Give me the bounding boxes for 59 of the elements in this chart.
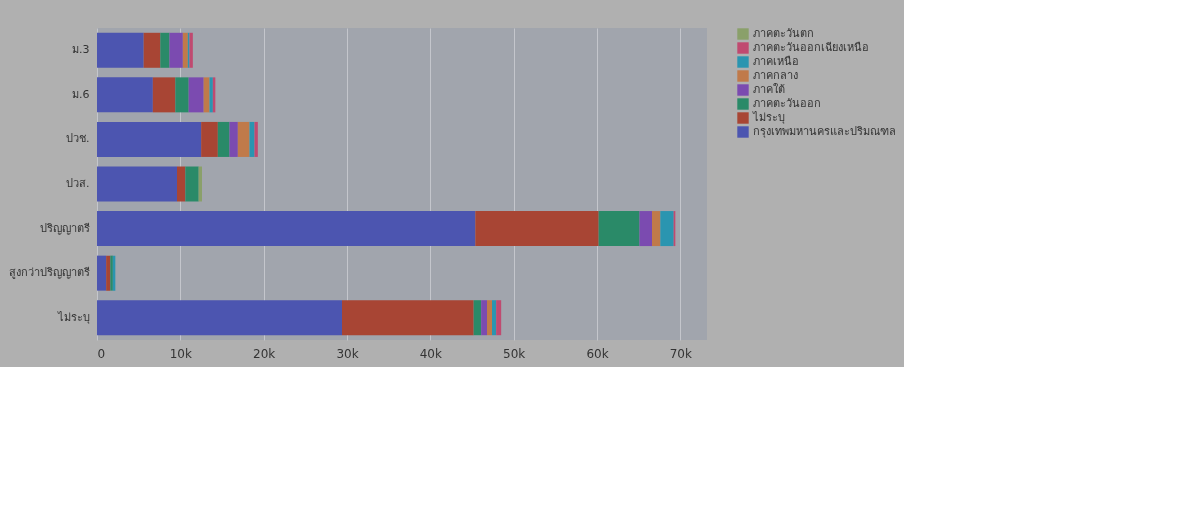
bar: [492, 300, 497, 336]
bar: [481, 300, 487, 336]
x-tick-label: 70k: [669, 346, 692, 361]
bar: [182, 32, 188, 68]
x-tick-label: 60k: [586, 346, 609, 361]
bar: [639, 211, 652, 247]
bar: [254, 121, 258, 157]
bar: [598, 211, 640, 247]
bar: [97, 255, 107, 291]
bar: [160, 32, 170, 68]
bar: [203, 77, 210, 113]
y-tick-label: ปวช.: [66, 132, 90, 146]
bar: [143, 32, 161, 68]
bar: [177, 166, 186, 202]
legend-label: กรุงเทพมหานครและปริมณฑล: [753, 125, 896, 138]
bar: [237, 121, 250, 157]
bar: [97, 166, 177, 202]
x-tick-label: 30k: [336, 346, 359, 361]
bar: [496, 300, 502, 336]
y-tick-label: ไม่ระบุ: [56, 310, 90, 324]
bar: [97, 77, 153, 113]
bar: [475, 211, 599, 247]
legend-label: ภาคใต้: [753, 83, 785, 96]
legend-label: ภาคตะวันออก: [753, 97, 821, 110]
legend-label: ภาคกลาง: [753, 69, 798, 82]
legend-label: ไม่ระบุ: [752, 111, 785, 124]
x-tick-label: 40k: [419, 346, 442, 361]
bar: [249, 121, 255, 157]
bar: [175, 77, 189, 113]
bar: [473, 300, 482, 336]
bar: [185, 166, 199, 202]
x-tick-label: 0: [97, 346, 106, 361]
y-tick-label: สูงกว่าปริญญาตรี: [8, 266, 90, 280]
bar: [652, 211, 661, 247]
bar: [342, 300, 474, 336]
bar: [169, 32, 183, 68]
y-tick-label: ม.3: [72, 43, 90, 57]
legend-label: ภาคตะวันตก: [753, 27, 814, 40]
bar: [97, 121, 202, 157]
y-tick-label: ปริญญาตรี: [39, 221, 90, 235]
bar: [660, 211, 674, 247]
legend-label: ภาคเหนือ: [753, 55, 799, 68]
bar: [217, 121, 230, 157]
legend-label: ภาคตะวันออกเฉียงเหนือ: [753, 41, 869, 54]
bar: [106, 255, 111, 291]
bar: [97, 32, 144, 68]
bar: [487, 300, 492, 336]
x-tick-label: 50k: [503, 346, 526, 361]
y-tick-label: ม.6: [72, 87, 90, 101]
bar: [152, 77, 176, 113]
y-tick-label: ปวส.: [66, 177, 90, 190]
bar: [229, 121, 238, 157]
bar: [188, 77, 204, 113]
bar: [97, 211, 476, 247]
bar: [201, 121, 218, 157]
bar: [198, 166, 202, 202]
x-tick-label: 10k: [169, 346, 192, 361]
bar: [97, 300, 342, 336]
x-tick-label: 20k: [253, 346, 276, 361]
